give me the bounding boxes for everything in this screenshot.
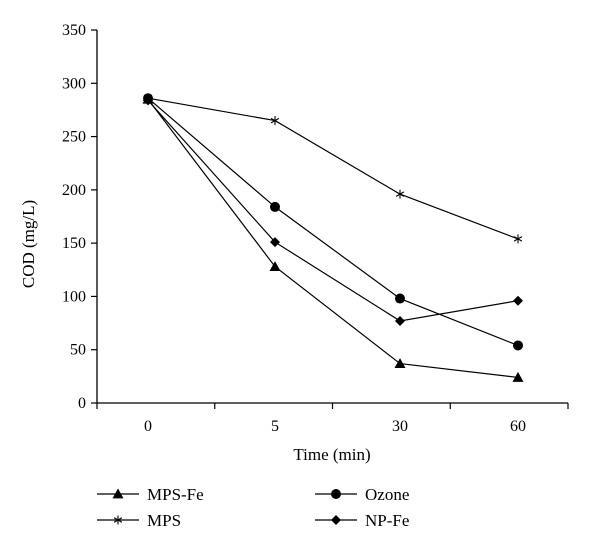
data-point-mps-fe bbox=[394, 358, 406, 368]
series-line-mps-fe bbox=[147, 98, 519, 379]
y-tick-label: 50 bbox=[70, 342, 86, 359]
series-line-ozone bbox=[147, 97, 519, 347]
data-point-mps bbox=[270, 116, 280, 126]
data-point-mps bbox=[513, 234, 523, 244]
y-tick-label: 200 bbox=[62, 182, 86, 199]
y-tick-label: 150 bbox=[62, 235, 86, 252]
data-point-mps bbox=[395, 189, 405, 199]
legend-label-mps-fe: MPS-Fe bbox=[147, 485, 204, 504]
data-point-mps-fe bbox=[269, 261, 281, 271]
legend-label-ozone: Ozone bbox=[365, 485, 409, 504]
x-tick-label: 5 bbox=[271, 418, 279, 435]
legend-marker-mps bbox=[113, 515, 123, 525]
legend-marker-np-fe bbox=[331, 515, 341, 525]
y-tick-label: 250 bbox=[62, 129, 86, 146]
x-tick-label: 0 bbox=[144, 418, 152, 435]
y-tick-label: 0 bbox=[78, 395, 86, 412]
legend-label-np-fe: NP-Fe bbox=[365, 511, 409, 530]
x-tick-label: 60 bbox=[510, 418, 526, 435]
legend-marker-mps-fe bbox=[112, 488, 124, 499]
data-point-mps-fe bbox=[512, 371, 524, 382]
data-point-np-fe bbox=[143, 95, 153, 106]
series-line-mps bbox=[147, 97, 519, 240]
y-tick-label: 100 bbox=[62, 288, 86, 305]
data-point-np-fe bbox=[395, 315, 405, 326]
x-tick-label: 30 bbox=[392, 418, 408, 435]
data-point-np-fe bbox=[270, 237, 280, 248]
data-point-ozone bbox=[270, 201, 280, 212]
series-line-np-fe bbox=[147, 99, 519, 322]
y-axis-label: COD (mg/L) bbox=[19, 200, 38, 288]
legend-label-mps: MPS bbox=[147, 511, 181, 530]
data-point-np-fe bbox=[513, 295, 523, 306]
y-tick-label: 300 bbox=[62, 75, 86, 92]
legend-marker-ozone bbox=[331, 489, 341, 499]
data-point-ozone bbox=[513, 340, 523, 351]
data-point-ozone bbox=[395, 293, 405, 304]
y-tick-label: 350 bbox=[62, 22, 86, 39]
x-axis-label: Time (min) bbox=[293, 445, 370, 464]
